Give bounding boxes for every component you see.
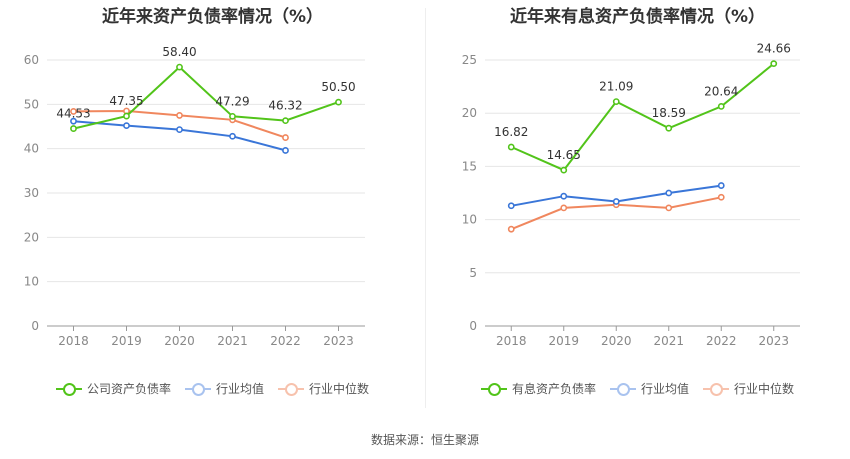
- data-label: 18.59: [652, 106, 686, 120]
- data-point: [282, 147, 289, 154]
- legend-symbol: [278, 382, 304, 396]
- legend-item-company[interactable]: 公司资产负债率: [55, 380, 171, 397]
- chart-legend: 公司资产负债率 行业均值 行业中位数: [0, 380, 425, 397]
- series-line-0: [510, 62, 775, 172]
- legend-symbol: [184, 382, 211, 396]
- x-tick-label: 2019: [548, 334, 579, 348]
- data-point: [560, 192, 568, 200]
- chart-legend: 有息资产负债率 行业均值 行业中位数: [425, 380, 850, 397]
- y-tick-label: 0: [469, 319, 477, 333]
- legend-symbol: [55, 382, 82, 396]
- data-point: [612, 98, 620, 106]
- chart-title: 近年来有息资产负债率情况（%）: [509, 7, 766, 27]
- y-tick-label: 10: [24, 275, 39, 289]
- data-point: [229, 112, 236, 120]
- data-point: [560, 166, 568, 174]
- data-point: [335, 98, 342, 106]
- chart-title: 近年来资产负债率情况（%）: [101, 7, 324, 27]
- series-line-0: [73, 65, 339, 130]
- x-tick-label: 2020: [164, 334, 195, 348]
- series-line-1: [73, 120, 286, 152]
- chart-interest-debt-ratio: 近年来有息资产负债率情况（%） 0 5 10 15 20 25 2018 2019 2020 20…: [425, 0, 850, 420]
- x-tick-label: 2018: [58, 334, 89, 348]
- data-point: [560, 204, 568, 212]
- data-point: [176, 126, 183, 134]
- data-label: 46.32: [268, 99, 302, 113]
- data-point: [70, 108, 77, 115]
- legend-label: 行业均值: [215, 382, 264, 396]
- data-label: 50.50: [321, 80, 355, 94]
- data-point: [229, 132, 236, 140]
- x-tick-label: 2023: [758, 334, 789, 348]
- y-tick-label: 5: [469, 266, 477, 280]
- data-point: [612, 198, 620, 205]
- x-tick-label: 2020: [601, 334, 632, 348]
- data-point: [665, 189, 673, 197]
- chart-debt-ratio: 近年来资产负债率情况（%） 0 10 20 30 40 50 60 2018 2019 2020 2…: [0, 0, 425, 420]
- data-point: [717, 193, 725, 201]
- legend-symbol: [480, 382, 507, 396]
- data-point: [176, 63, 183, 71]
- data-label: 21.09: [599, 80, 633, 94]
- data-point: [507, 202, 515, 210]
- data-point: [70, 117, 77, 125]
- legend-label: 行业中位数: [309, 382, 370, 396]
- legend-item-company[interactable]: 有息资产负债率: [480, 380, 596, 397]
- data-point: [717, 102, 725, 110]
- x-tick-label: 2018: [496, 334, 527, 348]
- legend-label: 行业中位数: [734, 382, 795, 396]
- y-tick-label: 0: [31, 319, 39, 333]
- legend-item-industry-mean[interactable]: 行业均值: [184, 380, 264, 397]
- legend-symbol: [609, 382, 636, 396]
- data-label: 47.29: [215, 94, 249, 108]
- data-point: [717, 182, 725, 189]
- data-label: 16.82: [494, 125, 528, 139]
- legend-label: 行业均值: [640, 382, 689, 396]
- data-label: 44.53: [56, 107, 90, 121]
- data-point: [665, 204, 673, 212]
- legend-label: 有息资产负债率: [511, 382, 596, 396]
- data-point: [770, 60, 778, 68]
- data-label: 47.35: [109, 94, 143, 108]
- y-tick-label: 20: [462, 106, 477, 120]
- data-source: 数据来源：恒生聚源: [370, 433, 479, 447]
- legend-symbol: [703, 382, 729, 396]
- y-tick-label: 25: [462, 53, 477, 67]
- y-tick-label: 30: [24, 186, 39, 200]
- y-tick-label: 20: [24, 230, 39, 244]
- panel-divider: [425, 8, 426, 408]
- x-tick-label: 2022: [270, 334, 301, 348]
- data-label: 58.40: [162, 45, 196, 59]
- data-point: [282, 117, 289, 125]
- data-point: [507, 143, 515, 151]
- data-point: [123, 112, 130, 120]
- data-label: 20.64: [704, 84, 738, 98]
- x-tick-label: 2023: [323, 334, 354, 348]
- chart-plot-area: 0 10 20 30 40 50 60 2018 2019 2020 2021 2022 2023 44.…: [24, 45, 365, 348]
- data-label: 14.65: [547, 148, 581, 162]
- x-tick-label: 2021: [217, 334, 248, 348]
- chart-plot-area: 0 5 10 15 20 25 2018 2019 2020 2021 2022 2023 16.82 1…: [462, 42, 800, 348]
- data-point: [282, 134, 289, 141]
- x-tick-label: 2022: [706, 334, 737, 348]
- data-point: [665, 124, 673, 132]
- x-tick-label: 2019: [111, 334, 142, 348]
- data-point: [507, 225, 515, 233]
- y-tick-label: 60: [24, 53, 39, 67]
- legend-item-industry-mean[interactable]: 行业均值: [609, 380, 689, 397]
- data-point: [123, 122, 130, 130]
- x-tick-label: 2021: [653, 334, 684, 348]
- legend-label: 公司资产负债率: [86, 382, 171, 396]
- data-label: 24.66: [757, 42, 791, 56]
- y-tick-label: 40: [24, 142, 39, 156]
- y-tick-label: 15: [462, 159, 477, 173]
- y-tick-label: 50: [24, 97, 39, 111]
- data-point: [176, 112, 183, 119]
- data-point: [70, 125, 77, 132]
- legend-item-industry-median[interactable]: 行业中位数: [703, 380, 794, 397]
- y-tick-label: 10: [462, 213, 477, 227]
- legend-item-industry-median[interactable]: 行业中位数: [278, 380, 369, 397]
